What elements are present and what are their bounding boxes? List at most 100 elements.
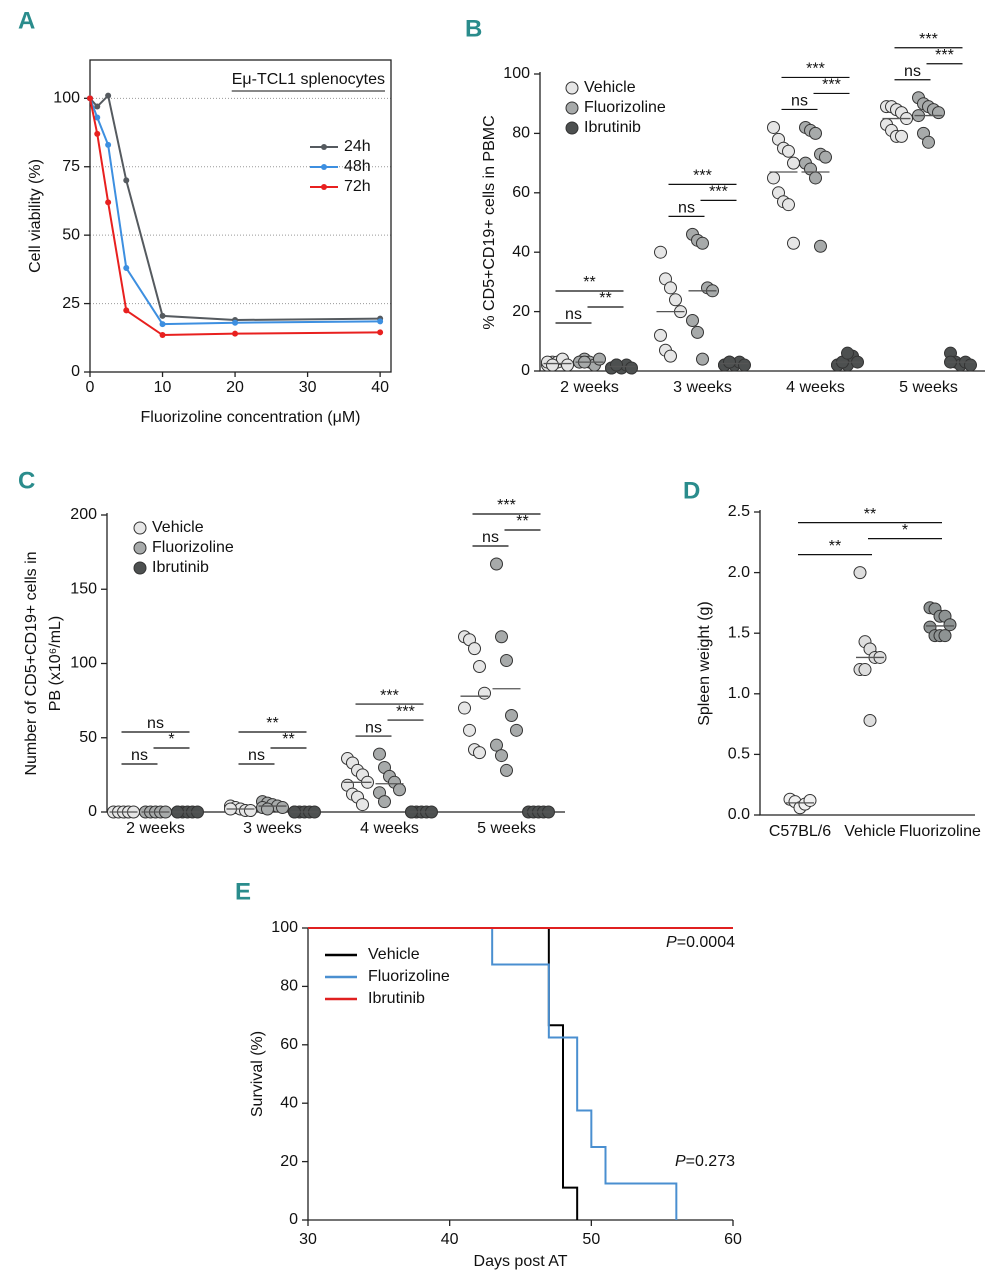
panel-letter: C xyxy=(18,467,35,494)
significance-label: *** xyxy=(919,31,938,48)
legend-label: Fluorizoline xyxy=(584,99,666,116)
point xyxy=(232,330,239,337)
survival-curve xyxy=(308,927,678,1220)
data-point xyxy=(787,236,800,250)
data-point xyxy=(964,358,977,372)
data-point xyxy=(473,746,486,760)
x-tick-label: 40 xyxy=(371,379,389,396)
x-tick-label: 20 xyxy=(226,379,244,396)
data-point xyxy=(468,642,481,656)
data-point xyxy=(356,798,369,812)
data-point xyxy=(782,144,795,158)
y-tick-label: 80 xyxy=(512,125,530,142)
data-point xyxy=(819,150,832,164)
data-point xyxy=(490,738,503,752)
legend-label: Vehicle xyxy=(152,519,204,536)
data-point xyxy=(809,171,822,185)
data-point xyxy=(561,358,574,372)
data-point xyxy=(853,566,867,580)
significance-label: *** xyxy=(822,77,841,94)
data-point xyxy=(863,713,877,727)
legend-marker xyxy=(321,164,327,170)
y-tick-label: 100 xyxy=(70,655,97,672)
point xyxy=(94,103,101,110)
data-point xyxy=(463,723,476,737)
point xyxy=(105,141,112,148)
data-point xyxy=(696,352,709,366)
y-tick-label: 50 xyxy=(62,226,80,243)
y-tick-label: 80 xyxy=(280,978,298,995)
significance-label: *** xyxy=(497,497,516,514)
point xyxy=(105,199,112,206)
y-tick-label: 2.5 xyxy=(728,503,750,520)
data-point xyxy=(686,314,699,328)
legend-label: Fluorizoline xyxy=(152,539,234,556)
data-point xyxy=(932,106,945,120)
x-axis-label: Fluorizoline concentration (μM) xyxy=(141,409,361,426)
legend-label: Fluorizoline xyxy=(368,968,450,985)
x-tick-label: 3 weeks xyxy=(673,379,732,396)
point xyxy=(159,321,166,328)
panel-letter: B xyxy=(465,15,482,42)
point xyxy=(123,177,130,184)
y-tick-label: 100 xyxy=(503,65,530,82)
significance-label: ns xyxy=(131,747,148,764)
data-point xyxy=(510,723,523,737)
p-value: P=0.273 xyxy=(675,1153,735,1170)
point xyxy=(159,312,166,319)
significance-label: ns xyxy=(565,306,582,323)
x-axis-label: Days post AT xyxy=(474,1253,568,1270)
significance-label: *** xyxy=(396,703,415,720)
point xyxy=(159,332,166,339)
point xyxy=(105,92,112,99)
y-tick-label: 0.0 xyxy=(728,806,750,823)
x-tick-label: Fluorizoline xyxy=(899,823,981,840)
significance-label: ns xyxy=(147,715,164,732)
y-tick-label: 0.5 xyxy=(728,746,750,763)
data-point xyxy=(654,328,667,342)
significance-label: ** xyxy=(583,274,595,291)
data-point xyxy=(938,629,952,643)
legend-label: Ibrutinib xyxy=(584,119,641,136)
x-tick-label: C57BL/6 xyxy=(769,823,831,840)
legend-marker xyxy=(565,101,579,115)
data-point xyxy=(373,747,386,761)
data-point xyxy=(490,557,503,571)
y-tick-label: 0 xyxy=(289,1211,298,1228)
x-tick-label: 60 xyxy=(724,1231,742,1248)
y-tick-label: 1.5 xyxy=(728,624,750,641)
y-tick-label: 40 xyxy=(512,243,530,260)
data-point xyxy=(922,135,935,149)
data-point xyxy=(943,618,957,632)
legend-marker xyxy=(321,144,327,150)
significance-label: * xyxy=(168,731,174,748)
data-point xyxy=(593,352,606,366)
point xyxy=(377,318,384,325)
data-point xyxy=(895,129,908,143)
y-axis-label: Spleen weight (g) xyxy=(696,601,713,726)
y-tick-label: 60 xyxy=(280,1036,298,1053)
legend-marker xyxy=(133,541,147,555)
significance-label: ns xyxy=(904,63,921,80)
y-axis-label: Cell viability (%) xyxy=(27,159,44,273)
y-axis-label: Number of CD5+CD19+ cells in xyxy=(23,551,40,775)
data-point xyxy=(276,801,289,815)
legend-label: 24h xyxy=(344,138,371,155)
y-axis-label: % CD5+CD19+ cells in PBMC xyxy=(481,115,498,329)
data-point xyxy=(696,236,709,250)
data-point xyxy=(858,663,872,677)
significance-label: ns xyxy=(482,529,499,546)
significance-label: ** xyxy=(266,715,278,732)
point xyxy=(123,265,130,271)
legend-label: 72h xyxy=(344,178,371,195)
p-value: P=0.0004 xyxy=(666,934,735,951)
plot-frame xyxy=(89,59,392,373)
y-tick-label: 40 xyxy=(280,1094,298,1111)
significance-label: ns xyxy=(791,93,808,110)
y-tick-label: 60 xyxy=(512,184,530,201)
legend-marker xyxy=(133,521,147,535)
y-tick-label: 0 xyxy=(521,362,530,379)
significance-label: *** xyxy=(380,687,399,704)
data-point xyxy=(654,245,667,259)
